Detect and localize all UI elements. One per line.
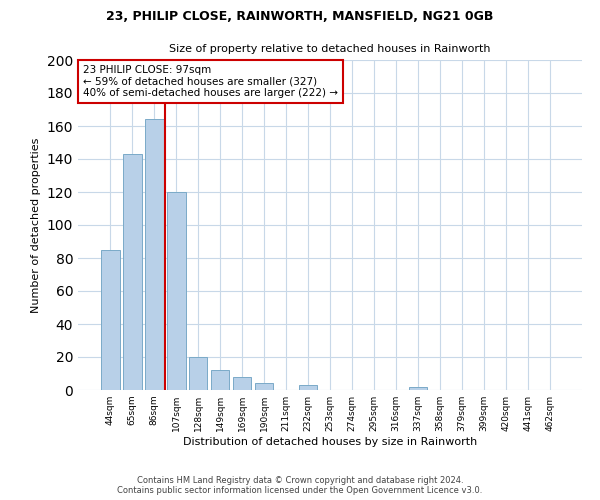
Bar <box>255 384 274 390</box>
Title: Size of property relative to detached houses in Rainworth: Size of property relative to detached ho… <box>169 44 491 54</box>
Bar <box>145 120 164 390</box>
Bar <box>211 370 229 390</box>
Text: 23, PHILIP CLOSE, RAINWORTH, MANSFIELD, NG21 0GB: 23, PHILIP CLOSE, RAINWORTH, MANSFIELD, … <box>106 10 494 23</box>
Bar <box>101 250 119 390</box>
Y-axis label: Number of detached properties: Number of detached properties <box>31 138 41 312</box>
X-axis label: Distribution of detached houses by size in Rainworth: Distribution of detached houses by size … <box>183 437 477 447</box>
Text: Contains HM Land Registry data © Crown copyright and database right 2024.
Contai: Contains HM Land Registry data © Crown c… <box>118 476 482 495</box>
Bar <box>299 385 317 390</box>
Bar <box>233 377 251 390</box>
Bar <box>409 386 427 390</box>
Bar <box>167 192 185 390</box>
Bar <box>189 357 208 390</box>
Bar <box>123 154 142 390</box>
Text: 23 PHILIP CLOSE: 97sqm
← 59% of detached houses are smaller (327)
40% of semi-de: 23 PHILIP CLOSE: 97sqm ← 59% of detached… <box>83 65 338 98</box>
